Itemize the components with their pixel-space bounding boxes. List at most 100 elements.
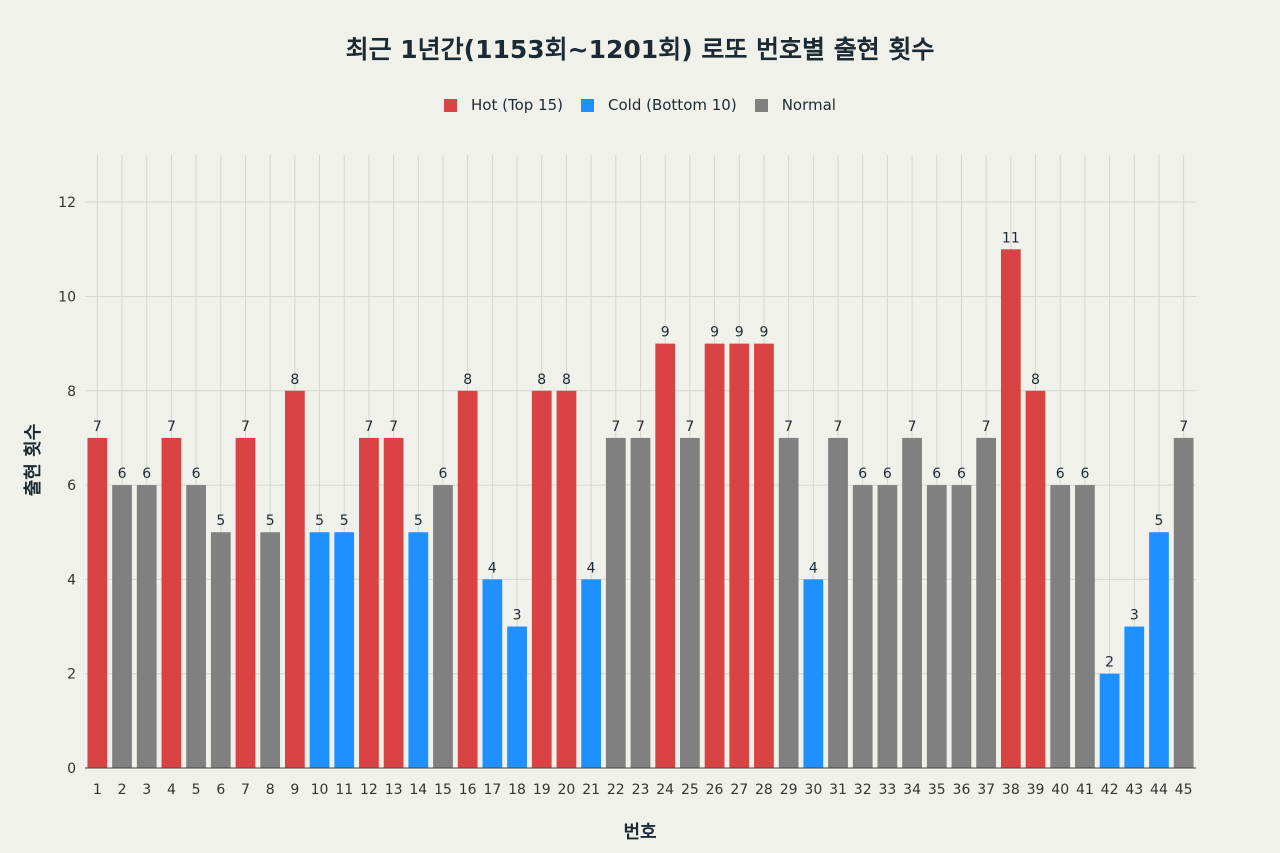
bar: [309, 532, 330, 768]
x-tick-label: 30: [804, 782, 822, 798]
chart-title: 최근 1년간(1153회~1201회) 로또 번호별 출현 횟수: [345, 35, 935, 64]
bar: [1099, 673, 1120, 768]
data-label: 4: [809, 560, 818, 576]
bar: [112, 485, 132, 768]
y-tick-label: 12: [58, 195, 76, 211]
data-label: 9: [661, 325, 670, 341]
data-label: 9: [710, 325, 719, 341]
x-tick-label: 8: [266, 782, 275, 798]
x-tick-label: 22: [607, 782, 625, 798]
x-tick-label: 27: [730, 782, 748, 798]
bar: [951, 485, 972, 768]
bar: [852, 485, 873, 768]
x-tick-label: 18: [508, 782, 526, 798]
x-tick-label: 39: [1027, 782, 1045, 798]
x-tick-label: 4: [167, 782, 176, 798]
bar: [284, 390, 305, 768]
bar: [482, 579, 503, 768]
bar: [630, 437, 651, 768]
bar: [334, 532, 355, 768]
x-tick-label: 35: [928, 782, 946, 798]
data-label: 9: [759, 325, 768, 341]
legend-item-cold: Cold (Bottom 10): [581, 96, 737, 114]
data-label: 7: [834, 419, 843, 435]
data-label: 7: [685, 419, 694, 435]
x-tick-label: 45: [1175, 782, 1193, 798]
bar: [803, 579, 824, 768]
bar: [926, 485, 947, 768]
x-tick-label: 43: [1125, 782, 1143, 798]
x-tick-label: 7: [241, 782, 250, 798]
bar: [729, 343, 750, 768]
bar: [828, 437, 848, 768]
bar: [136, 485, 157, 768]
data-label: 7: [636, 419, 645, 435]
x-tick-label: 21: [582, 782, 600, 798]
bar: [581, 579, 601, 768]
data-label: 8: [537, 372, 546, 388]
data-label: 4: [587, 560, 596, 576]
data-label: 8: [1031, 372, 1040, 388]
x-tick-label: 31: [829, 782, 847, 798]
data-label: 5: [315, 513, 324, 529]
data-label: 5: [216, 513, 225, 529]
bar: [976, 437, 997, 768]
x-tick-label: 32: [854, 782, 872, 798]
x-tick-label: 28: [755, 782, 773, 798]
x-axis-label: 번호: [623, 822, 657, 843]
x-tick-label: 17: [483, 782, 501, 798]
x-tick-label: 5: [192, 782, 201, 798]
bar: [260, 532, 281, 768]
data-label: 5: [266, 513, 275, 529]
x-tick-label: 37: [977, 782, 995, 798]
data-label: 8: [562, 372, 571, 388]
bar: [507, 626, 527, 768]
bar: [680, 437, 700, 768]
x-tick-label: 42: [1101, 782, 1119, 798]
y-tick-label: 10: [58, 289, 76, 305]
x-tick-label: 34: [903, 782, 921, 798]
x-tick-label: 25: [681, 782, 699, 798]
data-label: 5: [414, 513, 423, 529]
bar: [408, 532, 429, 768]
x-tick-label: 20: [558, 782, 576, 798]
bar: [877, 485, 898, 768]
bar: [383, 437, 404, 768]
data-label: 3: [1130, 608, 1139, 624]
x-tick-label: 40: [1051, 782, 1069, 798]
x-tick-label: 12: [360, 782, 378, 798]
x-tick-label: 15: [434, 782, 452, 798]
data-label: 7: [908, 419, 917, 435]
data-label: 6: [439, 466, 448, 482]
bar: [655, 343, 676, 768]
x-tick-label: 1: [93, 782, 102, 798]
data-label: 7: [611, 419, 620, 435]
bar: [1000, 249, 1021, 769]
data-label: 2: [1105, 655, 1114, 671]
data-label: 8: [463, 372, 472, 388]
y-tick-label: 2: [67, 667, 76, 683]
data-label: 6: [932, 466, 941, 482]
legend-label-hot: Hot (Top 15): [471, 96, 563, 114]
bar: [359, 437, 379, 768]
x-tick-label: 6: [216, 782, 225, 798]
bar: [433, 485, 453, 768]
data-label: 3: [513, 608, 522, 624]
x-tick-label: 2: [118, 782, 127, 798]
bar: [778, 437, 799, 768]
bar: [186, 485, 206, 768]
x-tick-label: 13: [385, 782, 403, 798]
bar: [161, 437, 182, 768]
data-label: 5: [340, 513, 349, 529]
data-label: 7: [241, 419, 250, 435]
bar: [1149, 532, 1169, 768]
data-label: 6: [1080, 466, 1089, 482]
data-label: 6: [883, 466, 892, 482]
x-tick-label: 19: [533, 782, 551, 798]
data-label: 7: [167, 419, 176, 435]
data-label: 7: [364, 419, 373, 435]
x-tick-label: 41: [1076, 782, 1094, 798]
data-label: 8: [290, 372, 299, 388]
bar: [210, 532, 231, 768]
